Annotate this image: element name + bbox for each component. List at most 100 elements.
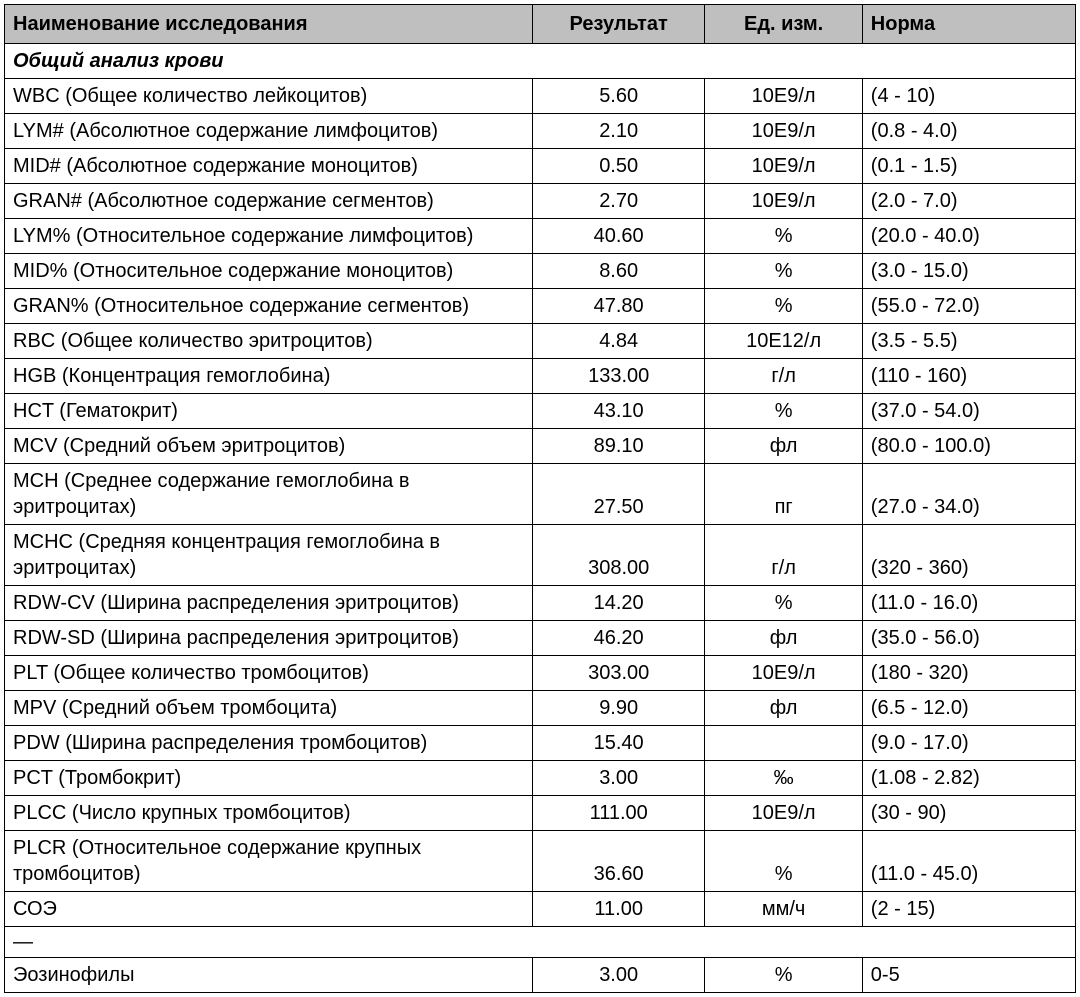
- cell-result: 14.20: [532, 586, 705, 621]
- section-title: Общий анализ крови: [5, 44, 1076, 79]
- separator-cell: —: [5, 927, 1076, 958]
- cell-unit: 10Е9/л: [705, 79, 862, 114]
- cell-norm: (37.0 - 54.0): [862, 394, 1075, 429]
- cell-result: 3.00: [532, 958, 705, 993]
- cell-unit: г/л: [705, 359, 862, 394]
- cell-unit: мм/ч: [705, 892, 862, 927]
- cell-unit: 10Е9/л: [705, 149, 862, 184]
- cell-norm: (6.5 - 12.0): [862, 691, 1075, 726]
- cell-result: 3.00: [532, 761, 705, 796]
- cell-result: 308.00: [532, 525, 705, 586]
- cell-name: RDW-SD (Ширина распределения эритроцитов…: [5, 621, 533, 656]
- cell-unit: %: [705, 958, 862, 993]
- header-result: Результат: [532, 5, 705, 44]
- cell-norm: (80.0 - 100.0): [862, 429, 1075, 464]
- table-header: Наименование исследования Результат Ед. …: [5, 5, 1076, 44]
- table-row: MCHC (Средняя концентрация гемоглобина в…: [5, 525, 1076, 586]
- cell-norm: (9.0 - 17.0): [862, 726, 1075, 761]
- cell-name: PLCC (Число крупных тромбоцитов): [5, 796, 533, 831]
- cell-result: 15.40: [532, 726, 705, 761]
- table-row: LYM% (Относительное содержание лимфоцито…: [5, 219, 1076, 254]
- cell-norm: (27.0 - 34.0): [862, 464, 1075, 525]
- header-unit: Ед. изм.: [705, 5, 862, 44]
- table-row: PLCR (Относительное содержание крупных т…: [5, 831, 1076, 892]
- cell-norm: (110 - 160): [862, 359, 1075, 394]
- cell-name: MCV (Средний объем эритроцитов): [5, 429, 533, 464]
- cell-result: 133.00: [532, 359, 705, 394]
- table-row: RBC (Общее количество эритроцитов)4.8410…: [5, 324, 1076, 359]
- table-row: MPV (Средний объем тромбоцита)9.90фл(6.5…: [5, 691, 1076, 726]
- cell-result: 303.00: [532, 656, 705, 691]
- table-row: GRAN# (Абсолютное содержание сегментов)2…: [5, 184, 1076, 219]
- cell-name: PLCR (Относительное содержание крупных т…: [5, 831, 533, 892]
- cell-name: HGB (Концентрация гемоглобина): [5, 359, 533, 394]
- cell-unit: %: [705, 254, 862, 289]
- cell-norm: (35.0 - 56.0): [862, 621, 1075, 656]
- cell-result: 47.80: [532, 289, 705, 324]
- cell-result: 5.60: [532, 79, 705, 114]
- cell-name: RDW-CV (Ширина распределения эритроцитов…: [5, 586, 533, 621]
- cell-norm: (180 - 320): [862, 656, 1075, 691]
- cell-norm: (3.0 - 15.0): [862, 254, 1075, 289]
- table-row: GRAN% (Относительное содержание сегменто…: [5, 289, 1076, 324]
- table-row: HGB (Концентрация гемоглобина)133.00г/л(…: [5, 359, 1076, 394]
- cell-name: GRAN# (Абсолютное содержание сегментов): [5, 184, 533, 219]
- separator-row: —: [5, 927, 1076, 958]
- cell-name: MCH (Среднее содержание гемоглобина в эр…: [5, 464, 533, 525]
- cell-unit: фл: [705, 691, 862, 726]
- cell-unit: ‰: [705, 761, 862, 796]
- table-row: MID# (Абсолютное содержание моноцитов)0.…: [5, 149, 1076, 184]
- cell-result: 89.10: [532, 429, 705, 464]
- cell-name: LYM# (Абсолютное содержание лимфоцитов): [5, 114, 533, 149]
- cell-name: PDW (Ширина распределения тромбоцитов): [5, 726, 533, 761]
- header-name: Наименование исследования: [5, 5, 533, 44]
- cell-result: 2.70: [532, 184, 705, 219]
- cell-norm: (0.1 - 1.5): [862, 149, 1075, 184]
- cell-norm: (320 - 360): [862, 525, 1075, 586]
- cell-norm: 0-5: [862, 958, 1075, 993]
- cell-result: 111.00: [532, 796, 705, 831]
- cell-norm: (4 - 10): [862, 79, 1075, 114]
- cell-name: MID# (Абсолютное содержание моноцитов): [5, 149, 533, 184]
- cell-result: 36.60: [532, 831, 705, 892]
- cell-name: PCT (Тромбокрит): [5, 761, 533, 796]
- cell-result: 43.10: [532, 394, 705, 429]
- cell-name: HCT (Гематокрит): [5, 394, 533, 429]
- cell-norm: (2 - 15): [862, 892, 1075, 927]
- table-row: MID% (Относительное содержание моноцитов…: [5, 254, 1076, 289]
- cell-name: Эозинофилы: [5, 958, 533, 993]
- cell-unit: 10Е9/л: [705, 796, 862, 831]
- blood-test-table: Наименование исследования Результат Ед. …: [4, 4, 1076, 993]
- cell-result: 11.00: [532, 892, 705, 927]
- header-norm: Норма: [862, 5, 1075, 44]
- table-row: WBC (Общее количество лейкоцитов)5.6010Е…: [5, 79, 1076, 114]
- cell-result: 4.84: [532, 324, 705, 359]
- cell-norm: (2.0 - 7.0): [862, 184, 1075, 219]
- cell-unit: 10Е9/л: [705, 184, 862, 219]
- table-row: СОЭ11.00мм/ч(2 - 15): [5, 892, 1076, 927]
- cell-result: 27.50: [532, 464, 705, 525]
- cell-unit: фл: [705, 429, 862, 464]
- cell-norm: (55.0 - 72.0): [862, 289, 1075, 324]
- table-body: Общий анализ крови WBC (Общее количество…: [5, 44, 1076, 993]
- cell-unit: %: [705, 831, 862, 892]
- table-row: RDW-SD (Ширина распределения эритроцитов…: [5, 621, 1076, 656]
- table-row: MCH (Среднее содержание гемоглобина в эр…: [5, 464, 1076, 525]
- cell-norm: (1.08 - 2.82): [862, 761, 1075, 796]
- cell-norm: (11.0 - 45.0): [862, 831, 1075, 892]
- cell-name: MCHC (Средняя концентрация гемоглобина в…: [5, 525, 533, 586]
- cell-unit: [705, 726, 862, 761]
- cell-unit: 10Е9/л: [705, 656, 862, 691]
- cell-name: GRAN% (Относительное содержание сегменто…: [5, 289, 533, 324]
- table-row: PLT (Общее количество тромбоцитов)303.00…: [5, 656, 1076, 691]
- cell-unit: %: [705, 219, 862, 254]
- table-row: PLCC (Число крупных тромбоцитов)111.0010…: [5, 796, 1076, 831]
- cell-name: СОЭ: [5, 892, 533, 927]
- cell-result: 2.10: [532, 114, 705, 149]
- cell-unit: 10Е12/л: [705, 324, 862, 359]
- cell-name: LYM% (Относительное содержание лимфоцито…: [5, 219, 533, 254]
- cell-norm: (30 - 90): [862, 796, 1075, 831]
- cell-norm: (11.0 - 16.0): [862, 586, 1075, 621]
- cell-unit: %: [705, 394, 862, 429]
- cell-result: 40.60: [532, 219, 705, 254]
